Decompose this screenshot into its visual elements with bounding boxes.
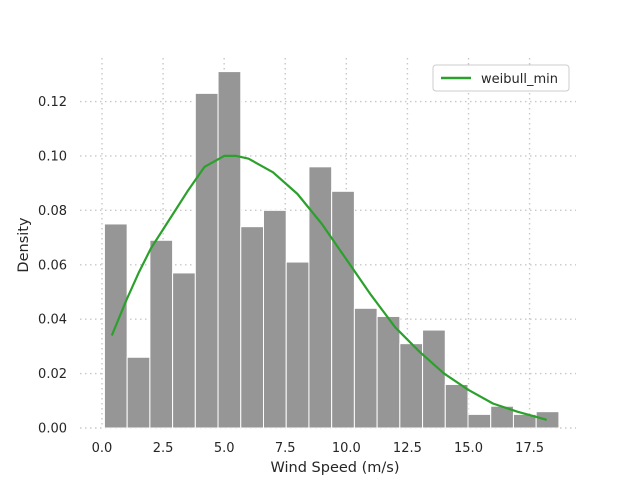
legend: weibull_min [432,64,570,92]
histogram-bar [376,315,401,429]
histogram-bar [172,272,196,429]
histogram-bar [285,261,310,429]
histogram-bar [217,71,242,429]
histogram-bar [467,413,492,429]
histogram-bar [149,239,174,429]
y-tick-label: 0.04 [38,313,67,328]
x-tick-label: 2.5 [153,441,174,456]
legend-label: weibull_min [481,72,558,87]
histogram-bar [194,92,219,429]
histogram-bar [399,343,424,429]
x-tick-label: 7.5 [275,441,296,456]
x-tick-label: 12.5 [393,441,422,456]
legend-box [432,64,570,92]
x-tick-label: 17.5 [515,441,544,456]
y-tick-label: 0.02 [38,367,67,382]
y-tick-label: 0.00 [38,422,67,437]
y-tick-label: 0.08 [38,204,67,219]
histogram-bar [444,383,469,429]
histogram-bar [240,226,264,429]
histogram-bar [353,307,378,429]
x-tick-label: 10.0 [332,441,361,456]
fit-curve-layer [110,154,547,421]
histogram-bars [103,71,560,429]
series-line-weibull_min [110,154,547,421]
histogram-bar [535,411,560,429]
x-tick-label: 15.0 [454,441,483,456]
x-tick-label: 0.0 [92,441,113,456]
histogram-bar [126,356,151,429]
x-axis-label: Wind Speed (m/s) [271,460,400,476]
y-tick-labels: 0.00 0.02 0.04 0.06 0.08 0.10 0.12 [38,95,67,436]
histogram-bar [262,209,287,429]
x-tick-labels: 0.0 2.5 5.0 7.5 10.0 12.5 15.0 17.5 [92,441,544,456]
histogram-bar [308,166,333,429]
y-axis-label: Density [16,217,32,273]
x-tick-label: 5.0 [214,441,235,456]
y-tick-label: 0.10 [38,149,67,164]
y-tick-label: 0.06 [38,258,67,273]
y-tick-label: 0.12 [38,95,67,110]
histogram-bar [331,190,355,429]
histogram-bar [422,329,446,429]
